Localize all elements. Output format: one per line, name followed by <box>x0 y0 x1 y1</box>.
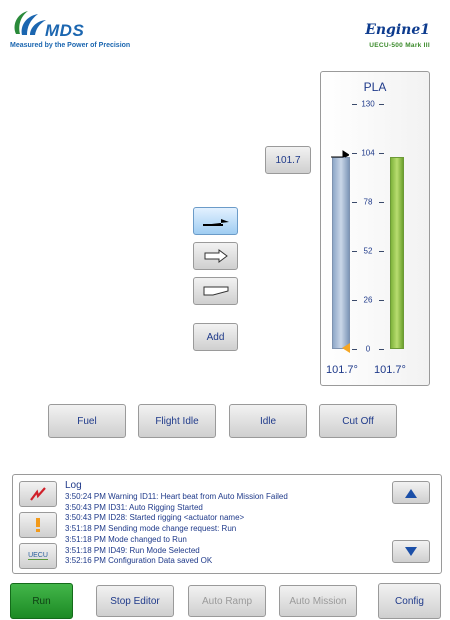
log-entry: 3:51:18 PM ID49: Run Mode Selected <box>65 545 200 555</box>
log-filter-warning-button[interactable] <box>19 512 57 538</box>
pla-tick-mark <box>379 349 384 350</box>
run-button[interactable]: Run <box>10 583 73 619</box>
pla-tick-mark <box>352 251 357 252</box>
pla-zero-marker-icon <box>342 343 350 353</box>
pla-setpoint-marker-icon[interactable] <box>331 149 349 159</box>
add-button-label: Add <box>206 331 225 343</box>
logo-swoosh-icon <box>14 11 46 35</box>
engine-subtitle: UECU-500 Mark III <box>369 42 430 49</box>
log-entry: 3:50:43 PM ID28: Started rigging <actuat… <box>65 513 245 523</box>
preset-fuel-label: Fuel <box>77 415 97 427</box>
arrow-right-outline-icon <box>204 249 228 263</box>
triangle-down-icon <box>405 546 417 556</box>
preset-flight-idle-button[interactable]: Flight Idle <box>138 404 216 438</box>
pla-setpoint-button[interactable]: 101.7 <box>265 146 311 174</box>
log-scroll-down-button[interactable] <box>392 540 430 563</box>
stop-editor-button[interactable]: Stop Editor <box>96 585 174 617</box>
pla-tick-mark <box>379 202 384 203</box>
pla-gauge-title: PLA <box>363 80 387 94</box>
triangle-up-icon <box>405 488 417 498</box>
config-button[interactable]: Config <box>378 583 441 619</box>
auto-ramp-button[interactable]: Auto Ramp <box>188 585 266 617</box>
preset-idle-label: Idle <box>259 415 277 427</box>
pla-tick-mark <box>352 202 357 203</box>
pla-actual-value: 101.7° <box>374 364 406 376</box>
log-entry: 3:51:18 PM Sending mode change request: … <box>65 524 237 534</box>
pla-tick-label: 0 <box>365 344 371 354</box>
pla-commanded-bar[interactable] <box>332 157 350 349</box>
pla-tick-label: 104 <box>361 148 375 158</box>
log-entry: 3:52:16 PM Configuration Data saved OK <box>65 556 213 566</box>
mode-wedge-button[interactable] <box>193 277 238 305</box>
log-entry: 3:50:24 PM Warning ID11: Heart beat from… <box>65 492 288 501</box>
logo-text: MDS <box>45 21 85 40</box>
preset-cut-off-label: Cut Off <box>342 415 374 427</box>
pla-tick-mark <box>379 104 384 105</box>
pla-commanded-value: 101.7° <box>326 364 358 376</box>
pla-tick-mark <box>379 251 384 252</box>
pla-tick-label: 130 <box>361 99 375 109</box>
log-panel <box>12 474 442 574</box>
mode-ramp-button[interactable] <box>193 242 238 270</box>
pla-tick-mark <box>352 104 357 105</box>
pla-tick-mark <box>379 300 384 301</box>
stop-editor-label: Stop Editor <box>110 595 160 607</box>
logo-tagline: Measured by the Power of Precision <box>10 42 131 49</box>
config-button-label: Config <box>395 595 424 607</box>
run-button-label: Run <box>32 595 51 607</box>
pla-setpoint-label: 101.7 <box>275 154 301 166</box>
pla-tick-mark <box>352 349 357 350</box>
preset-fuel-button[interactable]: Fuel <box>48 404 126 438</box>
pla-tick-label: 78 <box>363 197 373 207</box>
auto-ramp-label: Auto Ramp <box>201 595 253 607</box>
log-entry: 3:50:43 PM ID31: Auto Rigging Started <box>65 502 203 512</box>
auto-mission-button[interactable]: Auto Mission <box>279 585 357 617</box>
log-filter-error-button[interactable] <box>19 481 57 507</box>
pla-tick-mark <box>379 153 384 154</box>
preset-cut-off-button[interactable]: Cut Off <box>319 404 397 438</box>
pla-tick-mark <box>352 153 357 154</box>
preset-flight-idle-label: Flight Idle <box>155 415 199 427</box>
engine-title: Engine1 <box>365 22 430 38</box>
pla-tick-label: 26 <box>363 295 373 305</box>
log-list: 3:50:24 PM Warning ID11: Heart beat from… <box>65 492 288 567</box>
auto-mission-label: Auto Mission <box>289 595 347 607</box>
log-entry: 3:51:18 PM Mode changed to Run <box>65 534 187 544</box>
lightning-error-icon <box>30 487 46 501</box>
add-button[interactable]: Add <box>193 323 238 351</box>
uecu-icon: UECU <box>28 552 48 560</box>
pla-tick-mark <box>352 300 357 301</box>
preset-idle-button[interactable]: Idle <box>229 404 307 438</box>
pla-actual-bar <box>390 157 404 349</box>
log-filter-uecu-button[interactable]: UECU <box>19 543 57 569</box>
log-scroll-up-button[interactable] <box>392 481 430 504</box>
pla-tick-label: 52 <box>363 246 373 256</box>
arrow-up-step-icon <box>202 219 229 226</box>
log-title: Log <box>65 480 82 491</box>
mode-step-button[interactable] <box>193 207 238 235</box>
wedge-outline-icon <box>203 286 228 296</box>
warning-exclamation-icon <box>36 518 40 532</box>
